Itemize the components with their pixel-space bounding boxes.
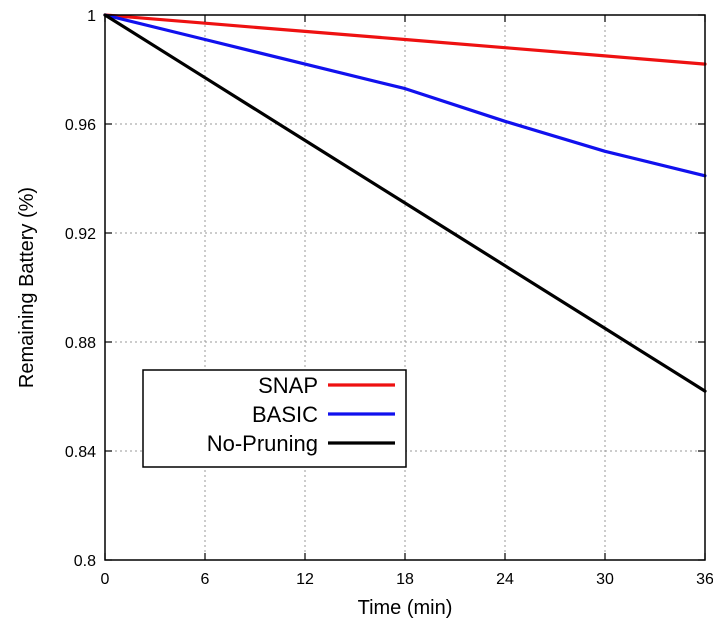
- series-lines: [103, 13, 707, 393]
- x-tick-labels: 0 6 12 18 24 30 36: [101, 571, 713, 588]
- x-tick-label: 30: [596, 571, 614, 588]
- series-line-no-pruning: [103, 13, 707, 393]
- legend: SNAP BASIC No-Pruning: [142, 369, 407, 468]
- legend-label-basic: BASIC: [252, 402, 318, 427]
- x-tick-label: 12: [296, 571, 314, 588]
- series-line-snap: [103, 13, 707, 66]
- y-tick-label: 0.96: [65, 117, 96, 134]
- grid-lines: [105, 15, 705, 560]
- legend-label-snap: SNAP: [258, 373, 318, 398]
- x-tick-label: 0: [101, 571, 110, 588]
- y-tick-label: 0.84: [65, 444, 96, 461]
- legend-entries: SNAP BASIC No-Pruning: [207, 373, 395, 456]
- x-axis-title: Time (min): [358, 597, 453, 619]
- y-axis-title: Remaining Battery (%): [16, 187, 38, 388]
- x-tick-label: 18: [396, 571, 414, 588]
- series-line-basic: [103, 13, 707, 178]
- x-tick-label: 36: [696, 571, 713, 588]
- y-tick-label: 1: [87, 8, 96, 25]
- y-tick-labels: 0.8 0.84 0.88 0.92 0.96 1: [65, 8, 96, 570]
- x-tick-label: 6: [201, 571, 210, 588]
- x-tick-label: 24: [496, 571, 514, 588]
- axis-ticks: [104, 14, 706, 561]
- legend-label-no-pruning: No-Pruning: [207, 431, 318, 456]
- y-tick-label: 0.8: [74, 553, 96, 570]
- y-tick-label: 0.92: [65, 226, 96, 243]
- y-tick-label: 0.88: [65, 335, 96, 352]
